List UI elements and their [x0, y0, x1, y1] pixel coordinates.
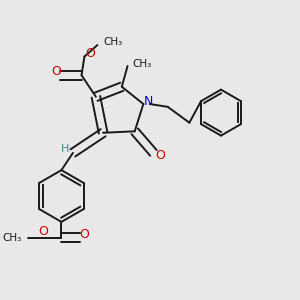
Text: N: N	[144, 95, 153, 108]
Text: O: O	[156, 149, 166, 162]
Text: H: H	[61, 144, 69, 154]
Text: O: O	[39, 225, 49, 239]
Text: O: O	[51, 65, 61, 78]
Text: CH₃: CH₃	[103, 37, 122, 47]
Text: CH₃: CH₃	[133, 59, 152, 69]
Text: O: O	[79, 228, 89, 241]
Text: CH₃: CH₃	[3, 233, 22, 243]
Text: O: O	[85, 46, 95, 60]
